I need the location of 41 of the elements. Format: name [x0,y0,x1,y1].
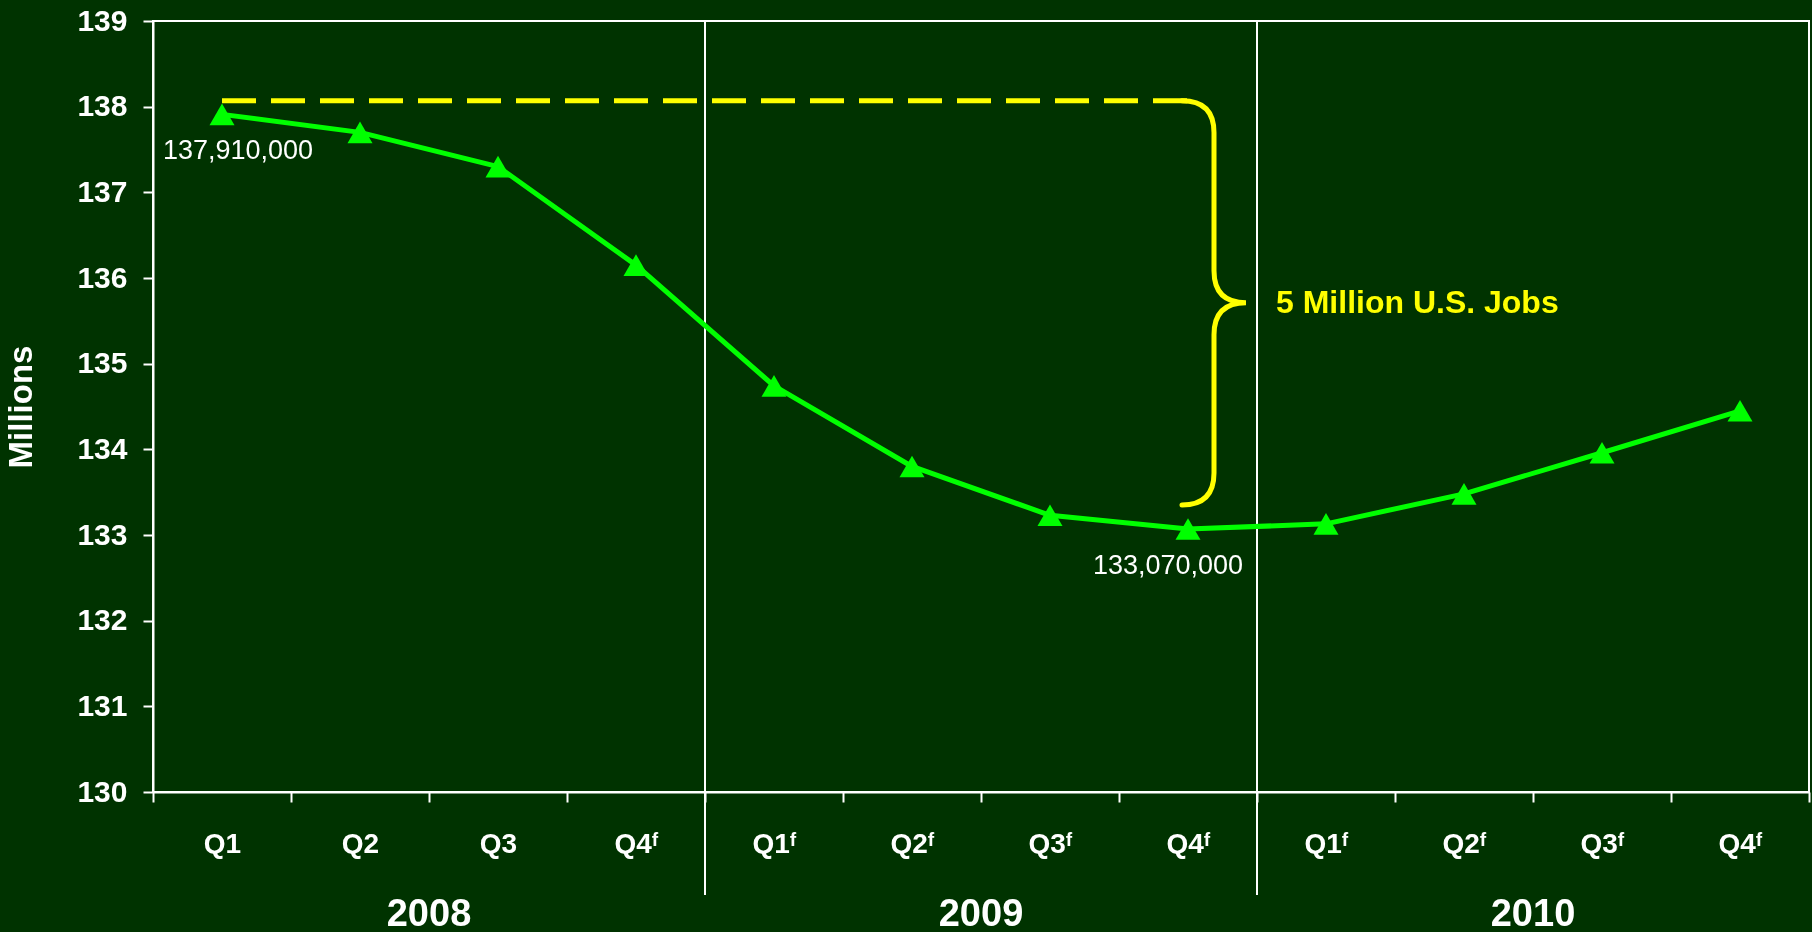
text: 2008 [386,892,472,932]
x-tick-label: Q4ᶠ [1718,827,1763,859]
x-tick-label: Q3 [479,827,518,859]
point [1313,513,1339,535]
x-tick-label: Q3ᶠ [1028,827,1073,859]
annotation: 5 Million U.S. Jobs [1276,283,1559,320]
point [1175,518,1201,540]
x-tick-label: Q3ᶠ [1580,827,1625,859]
annotation: 137,910,000 [162,135,314,166]
text: 2010 [1490,892,1576,932]
point [761,375,787,397]
y-tick-label: 134 [77,431,128,465]
y-axis-title: Millions [2,345,40,469]
x-tick-label: Q2 [341,827,380,859]
x-tick-label: Q2ᶠ [890,827,935,859]
x-tick-label: Q4ᶠ [614,827,659,859]
point [1037,504,1063,527]
point [899,455,925,478]
point [209,103,235,126]
x-tick-label: Q4ᶠ [1166,827,1211,859]
x-tick-label: Q1ᶠ [752,827,797,859]
y-tick-label: 131 [77,688,128,722]
y-tick-label: 132 [77,603,128,637]
point [623,254,649,276]
y-tick-label: 135 [77,346,128,380]
y-tick-label: 133 [77,517,128,551]
y-tick-label: 139 [77,3,128,37]
y-tick-label: 136 [77,260,128,294]
y-tick-label: 138 [77,89,128,123]
x-tick-label: Q2ᶠ [1442,827,1487,859]
annotation: 133,070,000 [1092,550,1244,580]
point [1451,483,1477,505]
x-tick-label: Q1 [203,827,242,859]
y-tick-label: 130 [77,774,128,808]
point [485,155,511,178]
point [1589,441,1615,464]
x-tick-label: Q1ᶠ [1304,827,1349,859]
point [347,121,373,144]
y-tick-label: 137 [77,174,128,208]
point [1727,399,1753,422]
text: 2009 [938,892,1024,932]
